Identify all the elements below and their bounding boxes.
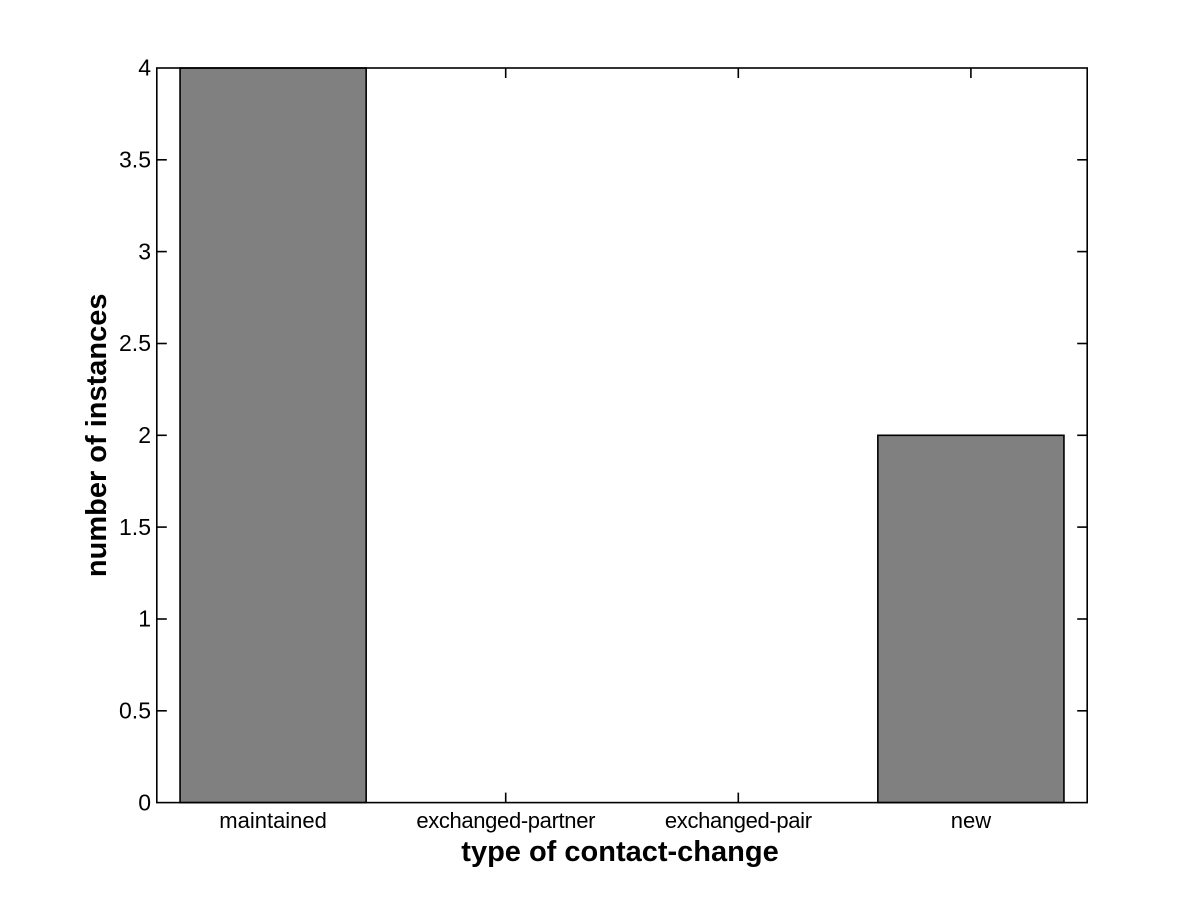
svg-text:1: 1 [138, 606, 151, 632]
svg-text:2: 2 [138, 422, 151, 448]
svg-text:3.5: 3.5 [119, 147, 151, 173]
svg-text:maintained: maintained [219, 808, 327, 833]
svg-text:exchanged-partner: exchanged-partner [416, 808, 595, 833]
svg-text:3: 3 [138, 238, 151, 264]
svg-text:exchanged-pair: exchanged-pair [665, 808, 812, 833]
svg-text:0.5: 0.5 [119, 698, 151, 724]
svg-text:new: new [951, 808, 991, 833]
svg-text:2.5: 2.5 [119, 330, 151, 356]
svg-text:1.5: 1.5 [119, 514, 151, 540]
svg-text:4: 4 [138, 55, 151, 81]
svg-text:0: 0 [138, 789, 151, 815]
svg-text:number of instances: number of instances [81, 293, 113, 577]
svg-text:type of contact-change: type of contact-change [461, 836, 778, 868]
